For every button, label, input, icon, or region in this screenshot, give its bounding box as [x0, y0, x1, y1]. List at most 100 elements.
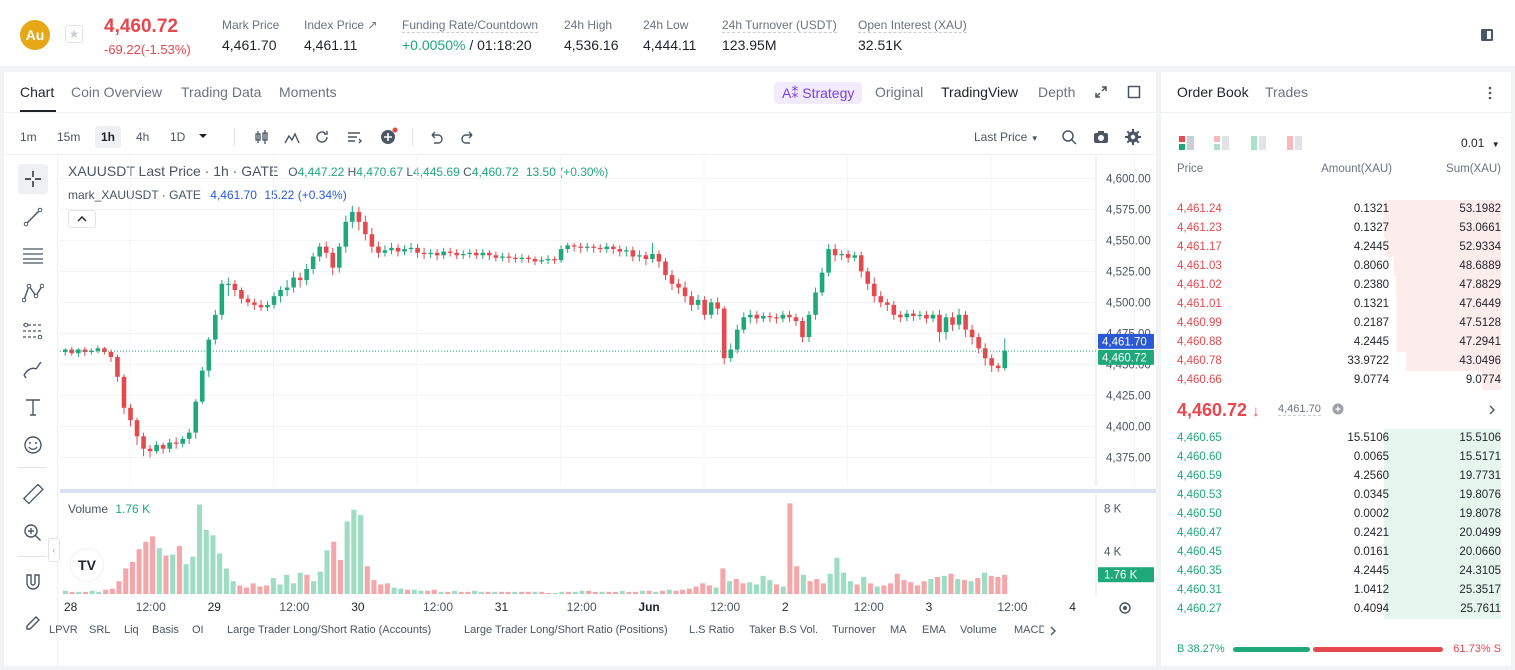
text-icon[interactable]	[18, 392, 48, 422]
indicator-volume[interactable]: Volume	[960, 624, 997, 636]
view-depth[interactable]: Depth	[1038, 84, 1076, 100]
price-source-select[interactable]: Last Price ▼	[974, 126, 1039, 148]
time-axis[interactable]: 28 12:00 29 12:00 30 12:00 31 12:00 Jun 12:00 2 12:…	[60, 596, 1156, 618]
tab-chart[interactable]: Chart	[20, 84, 55, 100]
book-bids-icon[interactable]	[1251, 136, 1267, 150]
trendline-icon[interactable]	[18, 202, 48, 232]
emoji-icon[interactable]	[18, 430, 48, 460]
book-icon[interactable]	[1480, 28, 1494, 42]
pane-divider[interactable]	[60, 489, 1156, 493]
bid-row[interactable]: 4,460.45 0.0161 20.0660	[1161, 543, 1511, 562]
indicator-taker-b-s-vol-[interactable]: Taker B.S Vol.	[749, 624, 819, 636]
ask-row[interactable]: 4,460.88 4.2445 47.2941	[1161, 333, 1511, 352]
bid-row[interactable]: 4,460.60 0.0065 15.5171	[1161, 448, 1511, 467]
expand-icon[interactable]	[1094, 85, 1108, 99]
ask-row[interactable]: 4,460.78 33.9722 43.0496	[1161, 352, 1511, 371]
crosshair-icon[interactable]	[18, 164, 48, 194]
search-icon[interactable]	[1061, 129, 1077, 145]
tab-trades[interactable]: Trades	[1265, 84, 1309, 100]
book-both-icon[interactable]	[1179, 136, 1195, 150]
ask-row[interactable]: 4,461.24 0.1321 53.1982	[1161, 200, 1511, 219]
collapse-legend-button[interactable]	[68, 210, 96, 228]
indicator-ma[interactable]: MA	[890, 624, 907, 636]
timeframe-15m[interactable]: 15m	[57, 130, 81, 144]
ask-row[interactable]: 4,460.99 0.2187 47.5128	[1161, 314, 1511, 333]
ask-row[interactable]: 4,461.01 0.1321 47.6449	[1161, 295, 1511, 314]
window-icon[interactable]	[1127, 85, 1141, 99]
volume-bar	[311, 581, 317, 594]
price-chart[interactable]: 4,600.00 4,575.00 4,550.00 4,525.00 4,500.00…	[60, 156, 1156, 486]
lock-drawings-icon[interactable]	[18, 605, 48, 635]
ask-row[interactable]: 4,461.03 0.8060 48.6889	[1161, 257, 1511, 276]
view-original[interactable]: Original	[875, 84, 924, 100]
indicator-large-trader-long-short-ratio-accounts-[interactable]: Large Trader Long/Short Ratio (Accounts)	[227, 624, 432, 636]
tab-order-book[interactable]: Order Book	[1177, 84, 1249, 100]
magnet-icon[interactable]	[18, 567, 48, 597]
timeframe-4h[interactable]: 4h	[136, 130, 150, 144]
indicator-turnover[interactable]: Turnover	[832, 624, 876, 636]
indicator-macd[interactable]: MACD	[1014, 624, 1044, 636]
stat-funding-rate[interactable]: Funding Rate/Countdown +0.0050% / 01:18:…	[402, 18, 539, 53]
chevron-down-icon[interactable]	[198, 131, 208, 141]
indicator-large-trader-long-short-ratio-positions-[interactable]: Large Trader Long/Short Ratio (Positions…	[464, 624, 668, 636]
tab-coin-overview[interactable]: Coin Overview	[71, 84, 163, 100]
indicator-basis[interactable]: Basis	[152, 624, 179, 636]
redo-icon[interactable]	[460, 129, 476, 145]
fibonacci-icon[interactable]	[18, 316, 48, 346]
indicator-l-s-ratio[interactable]: L.S Ratio	[689, 624, 735, 636]
more-icon[interactable]	[1487, 85, 1493, 101]
precision-select[interactable]: 0.01 ▼	[1461, 136, 1500, 150]
undo-icon[interactable]	[428, 129, 444, 145]
timeframe-1m[interactable]: 1m	[20, 130, 37, 144]
candle-body	[637, 255, 642, 257]
zoom-in-icon[interactable]	[18, 518, 48, 548]
tab-moments[interactable]: Moments	[279, 84, 337, 100]
book-both-light-icon[interactable]	[1214, 136, 1230, 150]
bid-row[interactable]: 4,460.31 1.0412 25.3517	[1161, 581, 1511, 600]
ask-row[interactable]: 4,461.23 0.1327 53.0661	[1161, 219, 1511, 238]
volume-chart[interactable]: 8 K 4 K 1.76 K	[60, 494, 1156, 596]
pattern-icon[interactable]	[18, 278, 48, 308]
bid-row[interactable]: 4,460.50 0.0002 19.8078	[1161, 505, 1511, 524]
view-tradingview[interactable]: TradingView	[941, 84, 1019, 100]
bid-row[interactable]: 4,460.27 0.4094 25.7611	[1161, 600, 1511, 619]
book-asks-icon[interactable]	[1287, 136, 1303, 150]
ruler-icon[interactable]	[18, 480, 48, 510]
indicator-srl[interactable]: SRL	[89, 624, 111, 636]
ask-row[interactable]: 4,460.66 9.0774 9.0774	[1161, 371, 1511, 390]
gear-icon[interactable]	[1125, 129, 1141, 145]
tab-trading-data[interactable]: Trading Data	[181, 84, 262, 100]
refresh-icon[interactable]	[314, 129, 330, 145]
bid-row[interactable]: 4,460.59 4.2560 19.7731	[1161, 467, 1511, 486]
candle-body	[160, 445, 166, 449]
ask-row[interactable]: 4,461.02 0.2380 47.8829	[1161, 276, 1511, 295]
favorite-star-icon[interactable]: ★	[65, 25, 83, 43]
timeframe-1d[interactable]: 1D	[170, 130, 186, 144]
brush-icon[interactable]	[18, 354, 48, 384]
indicator-ema[interactable]: EMA	[922, 624, 946, 636]
strategy-button[interactable]: A⁑ Strategy	[774, 82, 863, 104]
axis-settings-icon[interactable]	[1118, 601, 1132, 615]
indicator-oi[interactable]: OI	[192, 624, 204, 636]
chevron-right-icon[interactable]	[1487, 404, 1497, 416]
bid-row[interactable]: 4,460.53 0.0345 19.8076	[1161, 486, 1511, 505]
order-amount: 0.2380	[1353, 279, 1389, 291]
candle-type-icon[interactable]	[254, 129, 270, 145]
stat-index-price[interactable]: Index Price ↗ 4,461.11	[304, 18, 377, 53]
indicators-icon[interactable]	[284, 129, 300, 145]
indicator-liq[interactable]: Liq	[124, 624, 139, 636]
settings-list-icon[interactable]	[346, 129, 362, 145]
horizontal-lines-icon[interactable]	[18, 240, 48, 270]
bid-row[interactable]: 4,460.47 0.2421 20.0499	[1161, 524, 1511, 543]
collapse-toolbar-button[interactable]: ‹	[48, 538, 60, 562]
add-indicator-icon[interactable]	[379, 127, 399, 145]
timeframe-1h[interactable]: 1h	[95, 126, 122, 148]
ask-row[interactable]: 4,461.17 4.2445 52.9334	[1161, 238, 1511, 257]
mid-price[interactable]: 4,460.72 ↓	[1177, 400, 1260, 421]
bid-row[interactable]: 4,460.35 4.2445 24.3105	[1161, 562, 1511, 581]
indicator-lpvr[interactable]: LPVR	[49, 624, 78, 636]
candle-body	[232, 283, 238, 290]
bid-row[interactable]: 4,460.65 15.5106 15.5106	[1161, 429, 1511, 448]
camera-icon[interactable]	[1093, 129, 1109, 145]
chevron-right-icon[interactable]	[1048, 625, 1058, 637]
